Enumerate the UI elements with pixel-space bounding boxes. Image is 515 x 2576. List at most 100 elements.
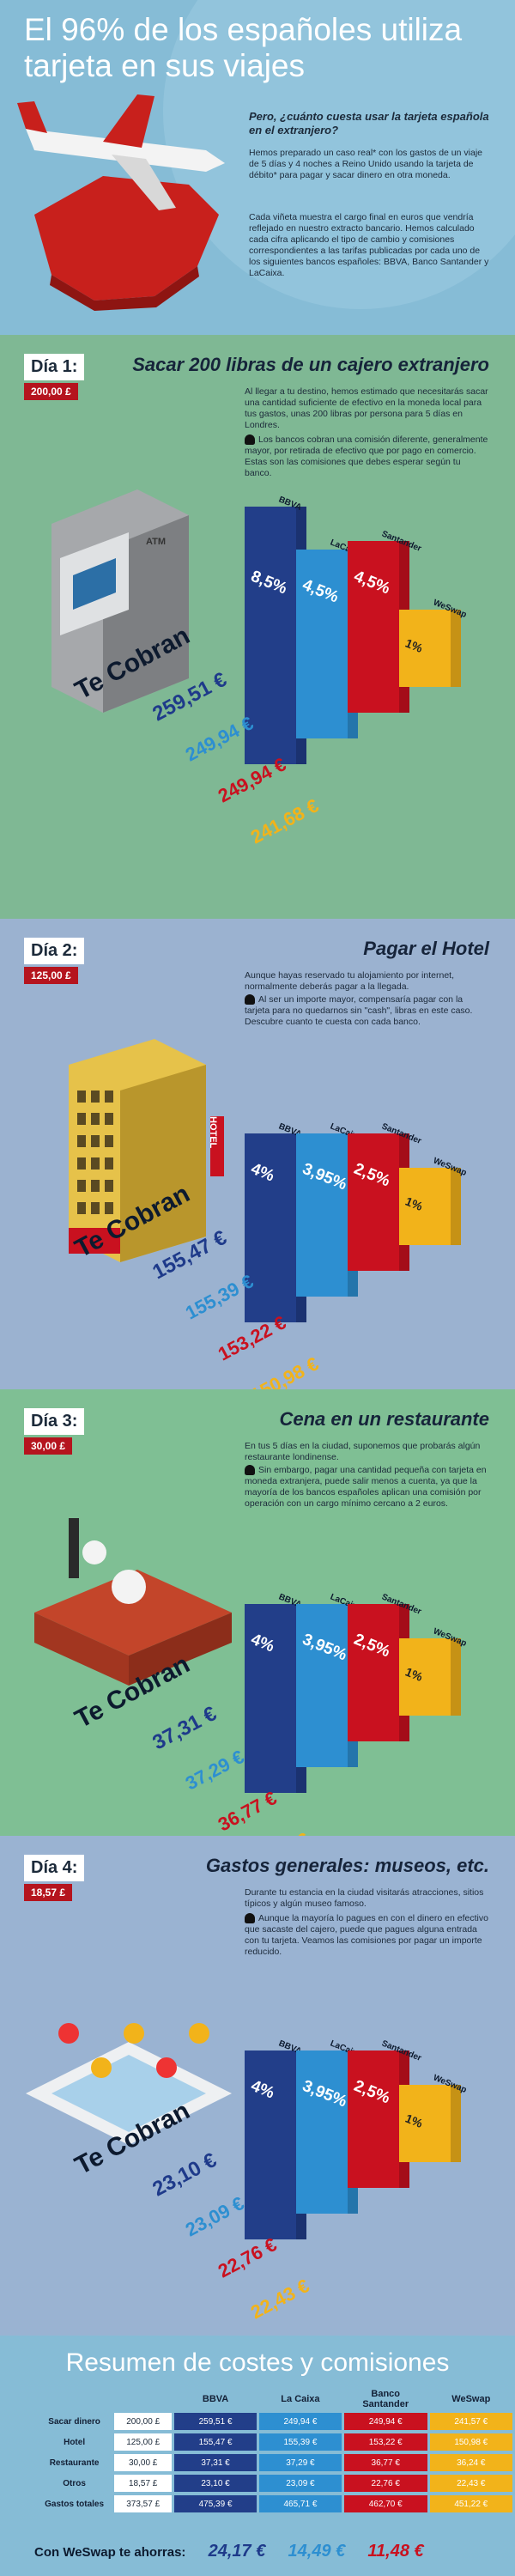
day-amount: 18,57 £ — [24, 1884, 73, 1901]
lightbulb-icon — [245, 434, 255, 446]
day-title: Gastos generales: museos, etc. — [205, 1855, 489, 1876]
header-question: Pero, ¿cuánto cuesta usar la tarjeta esp… — [249, 110, 489, 137]
value-santander: 36,77 € — [214, 1787, 281, 1836]
summary-row: Hotel 125,00 £155,47 €155,39 €153,22 €150… — [37, 2433, 512, 2451]
day-section-1: Día 1: 200,00 £ Sacar 200 libras de un caj… — [0, 335, 515, 919]
icon-label: HOTEL — [208, 1116, 218, 1149]
header-illustration — [17, 0, 515, 311]
row-value-ws: 36,24 € — [429, 2454, 512, 2471]
day-title: Cena en un restaurante — [279, 1408, 489, 1430]
row-value-ws: 241,57 € — [429, 2413, 512, 2430]
summary-title: Resumen de costes y comisiones — [65, 2348, 450, 2377]
summary-header-blank — [37, 2389, 112, 2409]
row-value-bb: 37,31 € — [174, 2454, 257, 2471]
value-lacaixa: 37,29 € — [181, 1746, 248, 1795]
day-note: Sin embargo, pagar una cantidad pequeña … — [245, 1465, 489, 1510]
row-amount: 30,00 £ — [114, 2454, 173, 2471]
lightbulb-icon — [245, 1913, 255, 1924]
header-section: El 96% de los españoles utiliza tarjeta … — [0, 0, 515, 335]
lightbulb-icon — [245, 1465, 255, 1476]
day-section-2: Día 2: 125,00 £ Pagar el Hotel Aunque hayas… — [0, 919, 515, 1389]
day-note: Aunque la mayoría lo pagues en con el di… — [245, 1913, 489, 1958]
day-title: Pagar el Hotel — [363, 938, 489, 959]
day-section-4: Día 4: 18,57 £ Gastos generales: museos, e… — [0, 1836, 515, 2336]
bar-weswap — [399, 610, 461, 687]
summary-row: Otros 18,57 £23,10 €23,09 €22,76 €22,43 € — [37, 2475, 512, 2492]
summary-header-santander: Banco Santander — [362, 2389, 409, 2409]
row-label: Gastos totales — [45, 2499, 105, 2509]
row-value-lc: 23,09 € — [259, 2475, 342, 2492]
summary-total-row: Gastos totales 373,57 £475,39 €465,71 €46… — [37, 2495, 512, 2512]
day-text: En tus 5 días en la ciudad, suponemos qu… — [245, 1441, 481, 1462]
summary-table: BBVA La Caixa Banco Santander WeSwap Sac… — [34, 2385, 515, 2516]
title-line-1: El 96% de los españoles utiliza — [24, 12, 463, 47]
lightbulb-icon — [245, 994, 255, 1005]
row-amount: 125,00 £ — [114, 2433, 173, 2451]
row-label: Hotel — [64, 2437, 86, 2447]
savings-label: Con WeSwap te ahorras: — [34, 2545, 186, 2560]
header-paragraph-2: Cada viñeta muestra el cargo final en eu… — [249, 212, 489, 278]
day-text: Al llegar a tu destino, hemos estimado q… — [245, 386, 488, 430]
icon-label: ATM — [146, 537, 167, 547]
day-note-text: Los bancos cobran una comisión diferente… — [245, 434, 488, 478]
row-amount: 373,57 £ — [114, 2495, 173, 2512]
row-value-bb: 259,51 € — [174, 2413, 257, 2430]
airplane-icon — [17, 94, 225, 210]
row-value-bs: 153,22 € — [343, 2433, 427, 2451]
day-note-text: Aunque la mayoría lo pagues en con el di… — [245, 1913, 488, 1957]
day-note-text: Al ser un importe mayor, compensaría pag… — [245, 994, 473, 1027]
day-badge: Día 3: — [24, 1408, 85, 1435]
day-text: Durante tu estancia en la ciudad visitar… — [245, 1887, 484, 1909]
row-value-bs: 36,77 € — [343, 2454, 427, 2471]
day-note-text: Sin embargo, pagar una cantidad pequeña … — [245, 1465, 487, 1509]
row-value-lc: 37,29 € — [259, 2454, 342, 2471]
title-line-2: tarjeta en sus viajes — [24, 48, 306, 83]
day-amount: 200,00 £ — [24, 383, 78, 400]
value-weswap: 150,98 € — [246, 1352, 323, 1389]
row-label: Sacar dinero — [48, 2416, 100, 2427]
value-weswap: 36,24 € — [247, 1828, 313, 1836]
summary-header-amount — [114, 2389, 172, 2409]
row-value-ws: 451,22 € — [429, 2495, 512, 2512]
atm-icon — [52, 489, 189, 713]
summary-row: Sacar dinero 200,00 £259,51 €249,94 €249,… — [37, 2413, 512, 2430]
savings-vs-lacaixa: 14,49 € — [288, 2542, 346, 2561]
row-value-bs: 22,76 € — [343, 2475, 427, 2492]
row-label: Restaurante — [49, 2458, 100, 2468]
hotel-icon — [69, 1039, 224, 1262]
spain-map-icon — [34, 176, 219, 311]
bar-weswap — [399, 1638, 461, 1716]
day-note: Los bancos cobran una comisión diferente… — [245, 434, 489, 479]
value-santander: 22,76 € — [214, 2233, 281, 2282]
day-amount: 125,00 £ — [24, 967, 78, 984]
page-title: El 96% de los españoles utiliza tarjeta … — [24, 12, 462, 84]
summary-section — [0, 2336, 515, 2576]
row-value-lc: 155,39 € — [259, 2433, 342, 2451]
row-value-lc: 249,94 € — [259, 2413, 342, 2430]
savings-row: Con WeSwap te ahorras: 24,17 € 14,49 € 1… — [34, 2542, 424, 2561]
day-text: Aunque hayas reservado tu alojamiento po… — [245, 970, 454, 992]
bar-weswap — [399, 2085, 461, 2162]
bar-weswap — [399, 1168, 461, 1245]
row-value-ws: 22,43 € — [429, 2475, 512, 2492]
row-value-bb: 23,10 € — [174, 2475, 257, 2492]
row-amount: 200,00 £ — [114, 2413, 173, 2430]
summary-header-weswap: WeSwap — [451, 2394, 491, 2404]
summary-row: Restaurante 30,00 £37,31 €37,29 €36,77 €3… — [37, 2454, 512, 2471]
day-section-3: Día 3: 30,00 £ Cena en un restaurante En tu… — [0, 1389, 515, 1836]
value-weswap: 241,68 € — [246, 794, 323, 848]
day-note: Al ser un importe mayor, compensaría pag… — [245, 994, 489, 1028]
row-value-bb: 155,47 € — [174, 2433, 257, 2451]
day-badge: Día 1: — [24, 354, 85, 380]
header-paragraph-1: Hemos preparado un caso real* con los ga… — [249, 148, 482, 180]
savings-vs-bbva: 24,17 € — [208, 2542, 266, 2561]
value-weswap: 22,43 € — [246, 2275, 313, 2324]
row-value-bs: 462,70 € — [343, 2495, 427, 2512]
row-value-bb: 475,39 € — [174, 2495, 257, 2512]
summary-header-row: BBVA La Caixa Banco Santander WeSwap — [37, 2389, 512, 2409]
savings-vs-santander: 11,48 € — [367, 2542, 424, 2561]
summary-header-lacaixa: La Caixa — [281, 2394, 320, 2404]
row-value-lc: 465,71 € — [259, 2495, 342, 2512]
day-badge: Día 4: — [24, 1855, 85, 1881]
